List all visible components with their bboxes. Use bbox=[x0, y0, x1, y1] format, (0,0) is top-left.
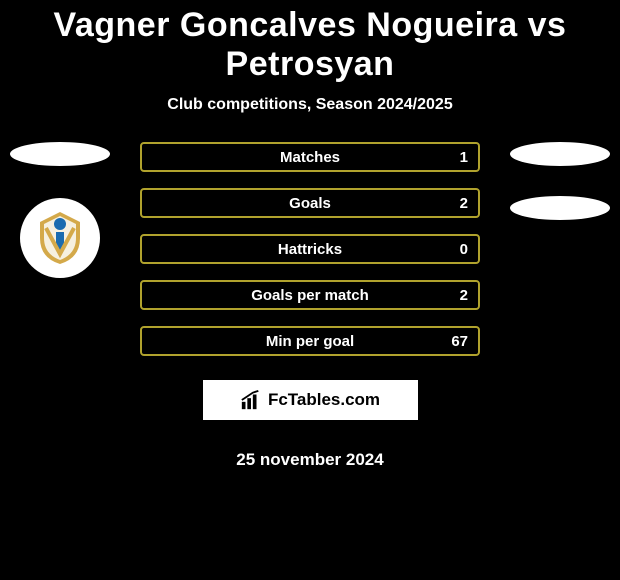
stat-label: Goals bbox=[289, 195, 331, 212]
stat-value: 1 bbox=[460, 149, 468, 166]
stat-row-goals: Goals 2 bbox=[140, 188, 480, 218]
stat-row-matches: Matches 1 bbox=[140, 142, 480, 172]
page-title: Vagner Goncalves Nogueira vs Petrosyan bbox=[0, 0, 620, 84]
stat-row-goals-per-match: Goals per match 2 bbox=[140, 280, 480, 310]
stat-value: 67 bbox=[451, 333, 468, 350]
club-crest-left bbox=[20, 198, 100, 278]
player-left-ellipse bbox=[10, 142, 110, 166]
main-columns: Matches 1 Goals 2 Hattricks 0 Goals per … bbox=[0, 142, 620, 470]
subtitle: Club competitions, Season 2024/2025 bbox=[0, 96, 620, 114]
right-column bbox=[510, 142, 610, 470]
stat-value: 2 bbox=[460, 195, 468, 212]
stat-label: Goals per match bbox=[251, 287, 369, 304]
stat-value: 2 bbox=[460, 287, 468, 304]
date-label: 25 november 2024 bbox=[236, 450, 383, 470]
stat-value: 0 bbox=[460, 241, 468, 258]
player-right-ellipse-2 bbox=[510, 196, 610, 220]
left-column bbox=[10, 142, 110, 470]
chart-icon bbox=[240, 389, 262, 411]
brand-logo-box: FcTables.com bbox=[203, 380, 418, 420]
crest-icon bbox=[30, 208, 90, 268]
stat-label: Matches bbox=[280, 149, 340, 166]
stat-row-min-per-goal: Min per goal 67 bbox=[140, 326, 480, 356]
stat-label: Hattricks bbox=[278, 241, 342, 258]
player-right-ellipse-1 bbox=[510, 142, 610, 166]
stat-row-hattricks: Hattricks 0 bbox=[140, 234, 480, 264]
stat-label: Min per goal bbox=[266, 333, 354, 350]
brand-name: FcTables.com bbox=[268, 390, 380, 410]
stats-column: Matches 1 Goals 2 Hattricks 0 Goals per … bbox=[110, 142, 510, 470]
